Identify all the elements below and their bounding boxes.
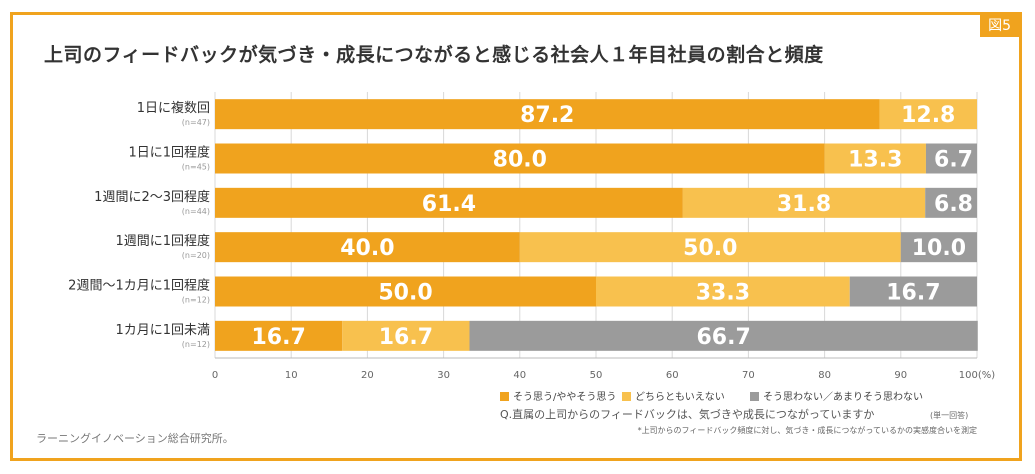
sample-size-label: (n=45) — [182, 163, 210, 172]
category-label: 1週間に2〜3回程度 — [94, 189, 210, 205]
x-tick-label: 70 — [742, 370, 755, 381]
category-label: 1カ月に1回未満 — [115, 323, 210, 338]
legend-label: どちらともいえない — [635, 391, 725, 403]
legend-swatch — [622, 392, 631, 401]
data-label: 80.0 — [493, 148, 547, 173]
category-label: 1日に複数回 — [137, 100, 210, 116]
data-label: 66.7 — [696, 325, 750, 350]
source-credit: ラーニングイノベーション総合研究所。 — [36, 432, 234, 445]
x-tick-label: 40 — [513, 370, 526, 381]
figure-tag: 図5 — [980, 15, 1019, 37]
category-label: 2週間〜1カ月に1回程度 — [68, 278, 210, 294]
x-tick-label: 0 — [212, 370, 218, 381]
data-label: 33.3 — [696, 281, 750, 306]
bar-segment — [849, 276, 977, 307]
sample-size-label: (n=47) — [182, 118, 210, 127]
bar-segment — [682, 187, 926, 218]
chart-title: 上司のフィードバックが気づき・成長につながると感じる社会人１年目社員の割合と頻度 — [44, 44, 824, 66]
x-tick-label: 80 — [818, 370, 831, 381]
bar-segment — [925, 187, 977, 218]
legend-label: そう思う/ややそう思う — [513, 391, 616, 403]
data-label: 12.8 — [901, 103, 955, 128]
legend-swatch — [750, 392, 759, 401]
data-label: 31.8 — [777, 192, 831, 217]
category-label: 1日に1回程度 — [128, 145, 210, 161]
bar-segment — [469, 320, 978, 351]
question-note: Q.直属の上司からのフィードバックは、気づきや成長につながっていますか — [500, 407, 874, 421]
sample-size-label: (n=20) — [182, 251, 210, 260]
x-tick-label: 10 — [285, 370, 298, 381]
x-tick-label: 30 — [437, 370, 450, 381]
data-label: 50.0 — [683, 236, 737, 261]
bar-segment — [215, 276, 596, 307]
question-note-suffix: (単一回答) — [930, 410, 968, 420]
sample-size-label: (n=44) — [182, 207, 210, 216]
data-label: 61.4 — [422, 192, 476, 217]
data-label: 16.7 — [379, 325, 433, 350]
bar-segment — [900, 232, 977, 263]
data-label: 87.2 — [520, 103, 574, 128]
sample-size-label: (n=12) — [182, 340, 210, 349]
data-label: 6.7 — [934, 148, 973, 173]
data-label: 13.3 — [848, 148, 902, 173]
data-label: 16.7 — [251, 325, 305, 350]
bar-segment — [215, 187, 683, 218]
data-label: 10.0 — [912, 236, 966, 261]
legend-swatch — [500, 392, 509, 401]
legend-label: そう思わない／あまりそう思わない — [763, 391, 923, 403]
bar-segment — [596, 276, 850, 307]
bar-segment — [824, 143, 926, 174]
bar-segment — [215, 143, 825, 174]
x-tick-label: 90 — [894, 370, 907, 381]
bar-segment — [215, 232, 520, 263]
sample-size-label: (n=12) — [182, 296, 210, 305]
category-label: 1週間に1回程度 — [115, 233, 210, 249]
bar-segment — [519, 232, 901, 263]
bar-segment — [879, 99, 977, 130]
measurement-note: *上司からのフィードバック頻度に対し、気づき・成長につながっているかの実感度合い… — [638, 425, 977, 435]
x-tick-label: 50 — [590, 370, 603, 381]
data-label: 50.0 — [378, 281, 432, 306]
bar-segment — [215, 99, 880, 130]
bar-segment — [215, 320, 343, 351]
data-label: 40.0 — [340, 236, 394, 261]
data-label: 6.8 — [934, 192, 973, 217]
data-label: 16.7 — [886, 281, 940, 306]
bar-segment — [342, 320, 470, 351]
x-tick-label: 100(%) — [959, 370, 995, 381]
bar-segment — [925, 143, 977, 174]
x-tick-label: 20 — [361, 370, 374, 381]
x-tick-label: 60 — [666, 370, 679, 381]
